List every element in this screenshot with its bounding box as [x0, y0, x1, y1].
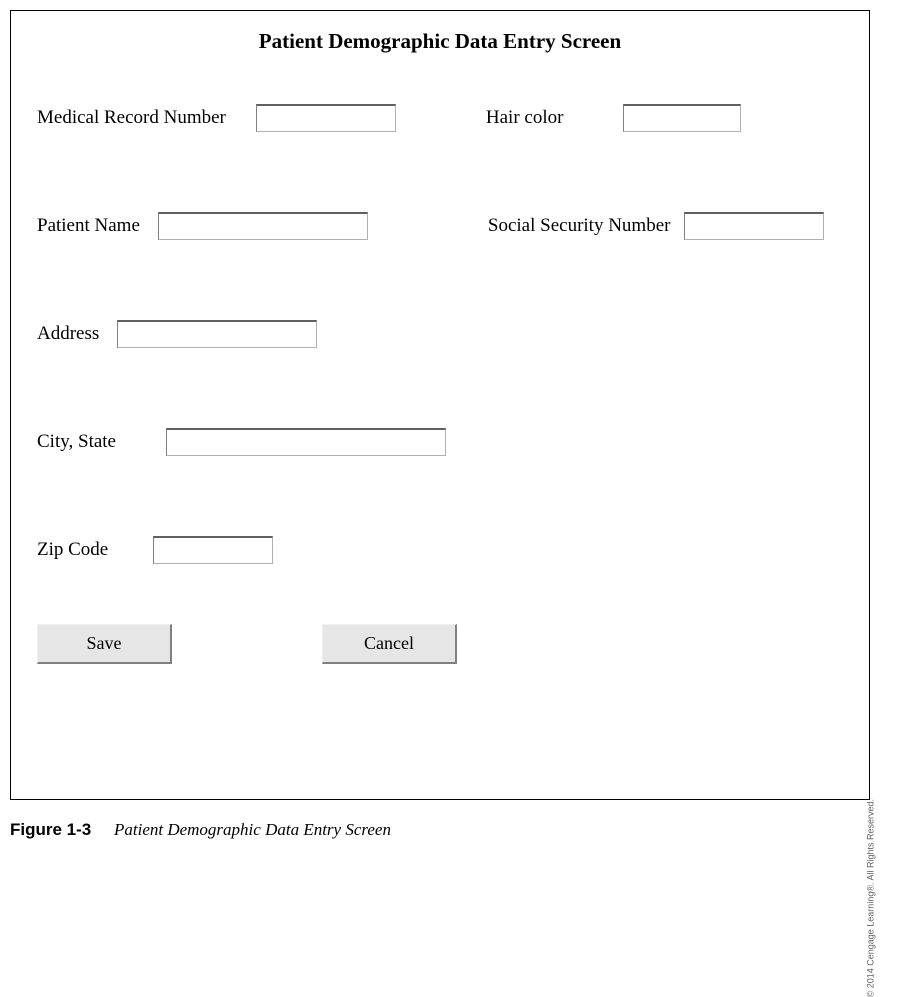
label-zip-code: Zip Code [37, 539, 108, 561]
field-address: Address [37, 320, 317, 348]
field-hair-color: Hair color [486, 104, 742, 132]
cancel-button[interactable]: Cancel [322, 624, 457, 664]
copyright-text: © 2014 Cengage Learning®. All Rights Res… [865, 799, 875, 997]
input-address[interactable] [117, 320, 317, 348]
input-hair-color[interactable] [623, 104, 741, 132]
label-city-state: City, State [37, 431, 116, 453]
row-city-state: City, State [37, 428, 843, 456]
figure-text: Patient Demographic Data Entry Screen [114, 820, 391, 839]
field-zip-code: Zip Code [37, 536, 273, 564]
label-hair-color: Hair color [486, 107, 564, 129]
field-patient-name: Patient Name [37, 212, 368, 240]
label-ssn: Social Security Number [488, 215, 671, 237]
input-ssn[interactable] [684, 212, 824, 240]
figure-label: Figure 1-3 [10, 820, 91, 839]
panel-title: Patient Demographic Data Entry Screen [37, 29, 843, 54]
field-medical-record-number: Medical Record Number [37, 104, 396, 132]
field-ssn: Social Security Number [488, 212, 825, 240]
figure-caption: Figure 1-3 Patient Demographic Data Entr… [10, 820, 893, 840]
input-medical-record-number[interactable] [256, 104, 396, 132]
row-address: Address [37, 320, 843, 348]
row-zip: Zip Code [37, 536, 843, 564]
input-patient-name[interactable] [158, 212, 368, 240]
data-entry-panel: Patient Demographic Data Entry Screen Me… [10, 10, 870, 800]
input-zip-code[interactable] [153, 536, 273, 564]
save-button[interactable]: Save [37, 624, 172, 664]
input-city-state[interactable] [166, 428, 446, 456]
label-address: Address [37, 323, 99, 345]
row-name-ssn: Patient Name Social Security Number [37, 212, 843, 240]
label-patient-name: Patient Name [37, 215, 140, 237]
row-mrn-hair: Medical Record Number Hair color [37, 104, 843, 132]
button-row: Save Cancel [37, 624, 843, 664]
field-city-state: City, State [37, 428, 446, 456]
label-medical-record-number: Medical Record Number [37, 107, 226, 129]
